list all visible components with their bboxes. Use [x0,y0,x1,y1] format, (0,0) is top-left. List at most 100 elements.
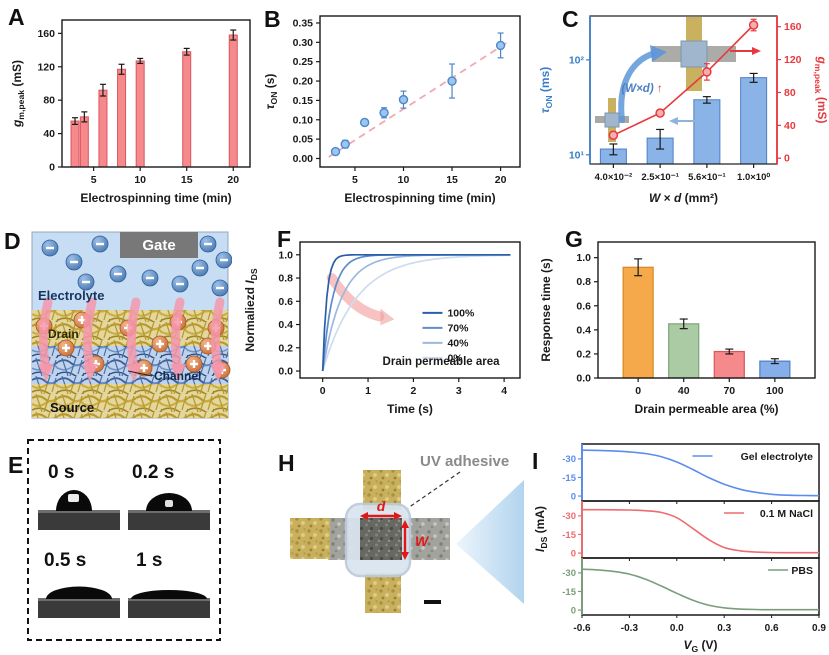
y-tick-label: 0.10 [293,114,314,126]
panel-i: I -30 -15 0 Gel electrolyte -30 -15 0 0.1 M NaC… [532,432,829,655]
y-tick-label: 0.00 [293,153,314,165]
panel-a: A 5 10 15 20 0 40 80 120 160 Electrospinning time… [6,2,260,217]
y-tick-label: 0.35 [293,17,314,29]
x-tick-label: 0 [320,385,326,397]
r-tick-label: 80 [784,87,796,99]
gm-point [748,20,759,30]
axes-frame [61,19,251,168]
droplet-highlight [165,500,173,507]
series-curve [321,253,511,372]
r-tick-label: 0 [784,153,790,165]
flux-arrowhead-icon [38,364,54,382]
droplet-highlight [68,494,79,502]
data-point [330,146,341,157]
panel-i-letter: I [532,448,539,474]
d-label: d [377,498,386,514]
x-tick-label: 100 [766,385,784,397]
x-tick-label: 20 [227,174,239,186]
y-tick-label: 0.2 [576,348,591,360]
x-tick-label: 0 [635,385,641,397]
substrate-top-edge [128,598,210,601]
bar [713,350,745,379]
panel-f: F 0 1 2 3 4 0.0 0.2 0.4 0.6 0.8 1.0 100% 70% 40% 0% Dra… [238,226,532,428]
arrowhead-up-icon [401,520,409,528]
x-tick-label: 5 [91,174,97,186]
y-axis-label: gm,peak (mS) [10,60,26,128]
substrate-photo [128,598,210,618]
x-axis-label: Electrospinning time (min) [80,191,231,205]
data-point [340,139,350,149]
y-tick-label: 0.15 [293,95,314,107]
panel-c-letter: C [562,6,579,32]
x-tick-label: 1.0×10⁰ [737,172,770,183]
y-tick-label: -15 [562,530,576,541]
x-tick-label: 5.6×10⁻¹ [688,172,726,183]
uv-light-cone [456,480,524,604]
legend: 100% 70% 40% 0%Drain permeable area [383,307,501,368]
panel-f-letter: F [277,226,292,252]
x-tick-label: 70 [723,385,735,397]
bar [70,120,80,168]
y-tick-label: -15 [562,473,576,484]
y-axis-label: τON (s) [263,74,279,110]
subplot: -30 -15 0 Gel electrolyte [562,443,820,504]
dual-axis-chart: (W×d) ↑ 10¹ 10² 0 40 80 120 160 4.0×10⁻² 2.5×10⁻¹… [538,15,829,205]
panel-d: D [4,226,233,426]
scatter-chart: 5 10 15 20 0.00 0.05 0.10 0.15 0.20 0.25 0.30 0.35 E… [263,15,521,205]
bar [668,323,700,379]
panel-b-letter: B [264,6,281,32]
x-tick-label: 20 [495,174,507,186]
substrate-top-edge [128,510,210,513]
small-device-center [604,112,620,128]
y-tick-label: -30 [562,511,576,522]
flux-arrowhead-icon [210,364,226,382]
data-point [495,40,506,51]
y-tick-label: 0.30 [293,37,314,49]
line-chart: 0 1 2 3 4 0.0 0.2 0.4 0.6 0.8 1.0 100% 70% 40% 0%Drain… [243,241,521,416]
r-tick-label: 120 [784,54,802,66]
y-tick-label: 0 [571,548,576,559]
data-point [359,117,370,128]
bar [182,51,192,168]
y-tick-label: 1.0 [576,252,591,264]
flux-arrow [82,297,97,373]
bar-chart: 5 10 15 20 0 40 80 120 160 Electrospinning time (… [10,19,251,205]
channel-label: Channel [154,369,201,383]
y-tick-label: 0.6 [576,300,591,312]
series-curve [321,253,511,372]
flux-arrowhead-icon [170,364,186,382]
bar [622,266,654,379]
x-tick-label: 4 [501,385,507,397]
axes-frame [299,241,521,379]
scale-bar [424,600,441,604]
panel-e-letter: E [8,452,24,478]
transfer-curve [581,568,819,611]
y-tick-label: 0.8 [576,276,591,288]
droplet-05s [46,586,112,599]
wd-annotation: (W×d) ↑ [621,83,662,95]
droplet-1s [131,590,207,599]
x-tick-label: 15 [181,174,193,186]
y-tick-label: 40 [43,128,55,140]
legend-label: 100% [447,307,475,319]
y-axis-label: Response time (s) [539,258,553,361]
transfer-curve [581,449,820,497]
panel-d-letter: D [4,228,21,254]
data-point [398,94,409,105]
bar-chart: 0.0 0.2 0.4 0.6 0.8 1.0 0 40 70 100 Drain permeabl… [539,241,816,416]
channel-window [360,518,402,560]
x-tick-label: 40 [678,385,690,397]
tau-bar [740,77,768,165]
substrate-photo [128,510,210,530]
time-label-1s: 1 s [136,550,162,571]
subplot: -30 -15 0 0.1 M NaCl [562,500,820,561]
bar [79,116,89,168]
x-tick-label: -0.6 [573,623,591,634]
chart-b: 5 10 15 20 0.00 0.05 0.10 0.15 0.20 0.25 0.30 0.35 E… [263,15,521,205]
x-tick-label: 0.9 [812,623,826,634]
panel-a-letter: A [8,4,25,30]
x-tick-label: 2 [410,385,416,397]
gate-label: Gate [142,237,175,254]
